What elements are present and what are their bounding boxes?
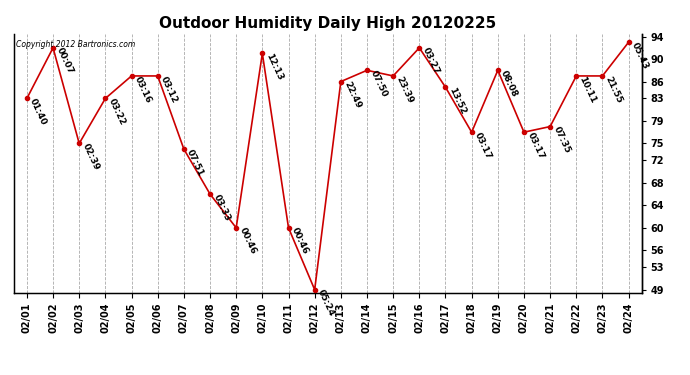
Text: 12:13: 12:13 (264, 52, 284, 82)
Text: 00:07: 00:07 (55, 46, 75, 76)
Text: 07:35: 07:35 (551, 125, 572, 155)
Text: 10:11: 10:11 (578, 75, 598, 104)
Text: 00:46: 00:46 (237, 226, 258, 256)
Text: 21:55: 21:55 (604, 75, 624, 104)
Text: 23:39: 23:39 (395, 75, 415, 104)
Text: 03:22: 03:22 (107, 97, 127, 127)
Text: 22:49: 22:49 (342, 80, 362, 110)
Text: 07:51: 07:51 (185, 148, 206, 177)
Text: 08:08: 08:08 (499, 69, 520, 99)
Text: 13:52: 13:52 (447, 86, 467, 116)
Text: 05:43: 05:43 (630, 41, 650, 70)
Title: Outdoor Humidity Daily High 20120225: Outdoor Humidity Daily High 20120225 (159, 16, 496, 31)
Text: Copyright 2012 Bartronics.com: Copyright 2012 Bartronics.com (16, 40, 135, 49)
Text: 00:46: 00:46 (290, 226, 310, 256)
Text: 03:17: 03:17 (525, 131, 546, 160)
Text: 01:40: 01:40 (28, 97, 48, 127)
Text: 02:39: 02:39 (81, 142, 101, 172)
Text: 07:50: 07:50 (368, 69, 388, 99)
Text: 05:24: 05:24 (316, 288, 336, 318)
Text: 03:16: 03:16 (133, 75, 153, 104)
Text: 03:17: 03:17 (473, 131, 493, 160)
Text: 03:12: 03:12 (159, 75, 179, 104)
Text: 03:27: 03:27 (421, 46, 441, 76)
Text: 03:33: 03:33 (211, 193, 232, 222)
